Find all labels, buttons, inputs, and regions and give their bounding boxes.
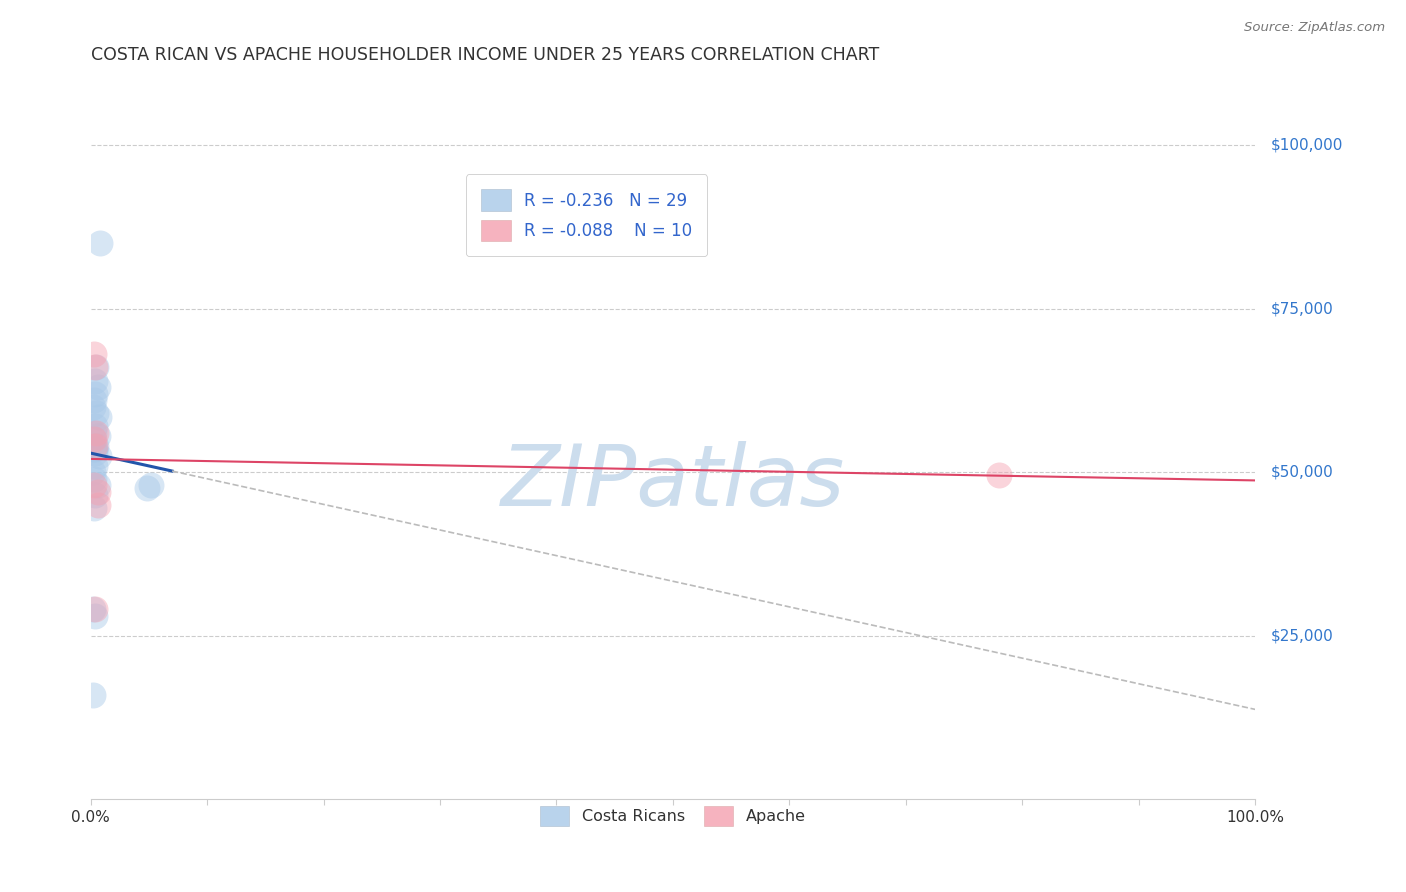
Point bbox=[83, 472, 105, 486]
Point bbox=[84, 374, 107, 388]
Point bbox=[86, 439, 108, 453]
Point bbox=[86, 406, 108, 420]
Point bbox=[84, 439, 107, 453]
Point bbox=[84, 386, 107, 401]
Text: $75,000: $75,000 bbox=[1271, 301, 1333, 316]
Point bbox=[83, 501, 105, 516]
Point bbox=[84, 458, 107, 473]
Text: COSTA RICAN VS APACHE HOUSEHOLDER INCOME UNDER 25 YEARS CORRELATION CHART: COSTA RICAN VS APACHE HOUSEHOLDER INCOME… bbox=[90, 46, 879, 64]
Point bbox=[87, 409, 110, 424]
Point bbox=[86, 425, 108, 440]
Point bbox=[84, 602, 107, 616]
Point bbox=[84, 445, 107, 459]
Point bbox=[86, 478, 108, 492]
Point bbox=[83, 433, 105, 447]
Text: Source: ZipAtlas.com: Source: ZipAtlas.com bbox=[1244, 21, 1385, 34]
Point bbox=[83, 442, 105, 457]
Text: ZIPatlas: ZIPatlas bbox=[501, 441, 845, 524]
Point bbox=[84, 442, 107, 457]
Point bbox=[84, 360, 107, 375]
Point bbox=[86, 360, 108, 375]
Point bbox=[135, 482, 157, 496]
Point bbox=[84, 609, 107, 624]
Point bbox=[82, 602, 104, 616]
Point bbox=[86, 380, 108, 394]
Point bbox=[86, 429, 108, 443]
Point bbox=[82, 688, 104, 702]
Point bbox=[141, 478, 163, 492]
Text: $50,000: $50,000 bbox=[1271, 465, 1333, 480]
Point bbox=[988, 468, 1011, 483]
Point bbox=[86, 498, 108, 512]
Text: $100,000: $100,000 bbox=[1271, 137, 1343, 153]
Legend: Costa Ricans, Apache: Costa Ricans, Apache bbox=[533, 797, 814, 834]
Point bbox=[82, 433, 104, 447]
Point bbox=[89, 236, 111, 251]
Point bbox=[82, 465, 104, 479]
Point bbox=[83, 347, 105, 361]
Point bbox=[86, 484, 108, 499]
Point bbox=[84, 488, 107, 502]
Point bbox=[83, 425, 105, 440]
Point bbox=[84, 419, 107, 434]
Text: $25,000: $25,000 bbox=[1271, 628, 1333, 643]
Point bbox=[87, 449, 110, 463]
Point bbox=[83, 478, 105, 492]
Point bbox=[83, 393, 105, 408]
Point bbox=[82, 400, 104, 414]
